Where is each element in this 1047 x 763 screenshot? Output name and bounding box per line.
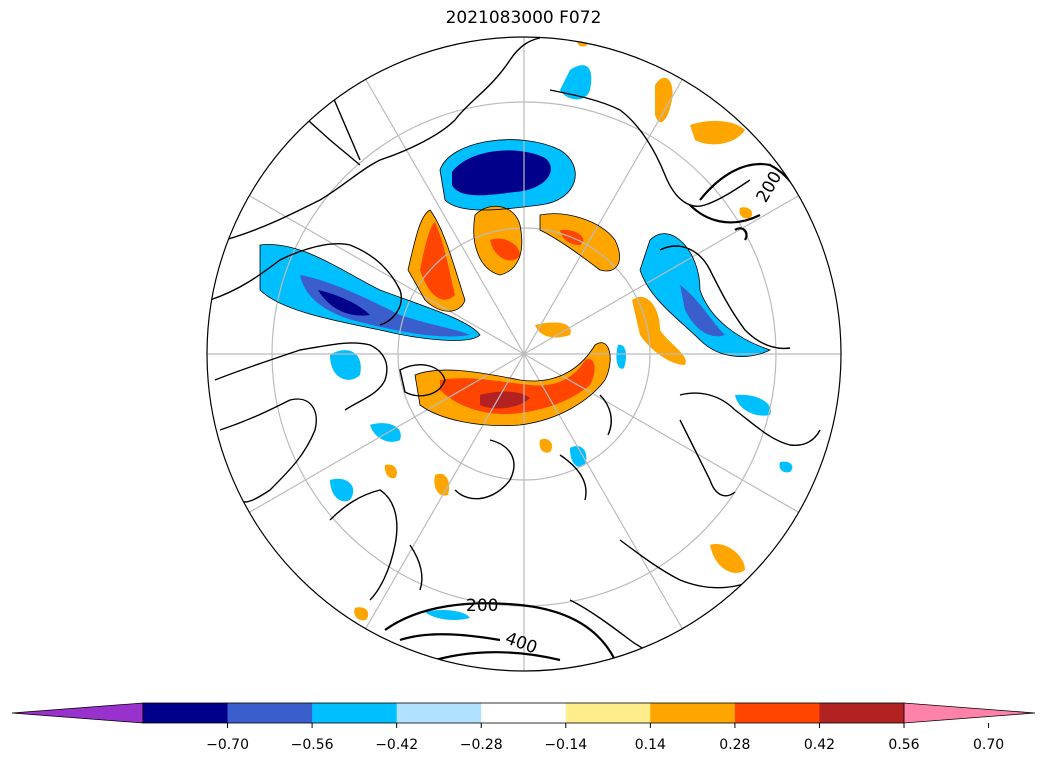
positive-anomaly-region xyxy=(490,238,520,261)
colorbar-frame xyxy=(142,702,905,724)
anomaly-outline xyxy=(639,233,772,357)
colorbar-tick-label: 0.70 xyxy=(973,737,1004,753)
colorbar-extend-high xyxy=(903,702,1036,724)
coastline xyxy=(329,489,398,601)
colorbar-segment xyxy=(312,703,398,723)
anomaly-fills xyxy=(260,39,793,621)
coastline xyxy=(209,243,402,326)
negative-anomaly-region xyxy=(300,275,470,337)
negative-anomaly-region xyxy=(570,445,587,467)
colorbar-segment xyxy=(650,703,736,723)
colorbar-segment xyxy=(734,703,820,723)
colorbar-tick-label: −0.14 xyxy=(544,737,587,753)
meridian xyxy=(361,72,687,636)
coastline xyxy=(599,394,612,436)
positive-anomaly-region xyxy=(739,207,753,219)
positive-anomaly-region xyxy=(420,222,455,300)
positive-anomaly-region xyxy=(440,359,595,415)
coastline xyxy=(399,364,446,397)
positive-anomaly-region xyxy=(632,296,686,365)
negative-anomaly-region xyxy=(779,461,793,473)
coastline xyxy=(549,89,751,207)
positive-anomaly-region xyxy=(655,77,673,123)
coastline xyxy=(329,89,361,161)
colorbar-tick-label: −0.56 xyxy=(291,737,334,753)
positive-anomaly-region xyxy=(384,464,397,479)
coastline xyxy=(679,419,736,497)
contour-line xyxy=(399,633,501,642)
contour-line xyxy=(734,227,748,241)
colorbar-segment xyxy=(481,703,567,723)
colorbar-tick-label: −0.42 xyxy=(375,737,418,753)
colorbar-extend-low xyxy=(11,702,144,724)
coastline xyxy=(679,392,821,447)
colorbar-segment xyxy=(565,703,651,723)
positive-anomaly-region xyxy=(710,544,745,573)
positive-anomaly-region xyxy=(539,438,553,453)
colorbar-segment xyxy=(143,703,229,723)
negative-anomaly-region xyxy=(616,344,626,369)
colorbar-tick-label: 0.56 xyxy=(888,737,919,753)
positive-anomaly-region xyxy=(480,391,530,409)
colorbar-segment xyxy=(396,703,482,723)
anomaly-outline xyxy=(473,206,523,276)
negative-anomaly-region xyxy=(330,478,354,502)
colorbar-tick-label: 0.14 xyxy=(635,737,666,753)
colorbar-tick-label: 0.28 xyxy=(719,737,750,753)
anomaly-outline xyxy=(407,209,466,312)
positive-anomaly-region xyxy=(354,607,369,621)
contour-line xyxy=(384,602,616,661)
negative-anomaly-region xyxy=(370,423,401,442)
positive-anomaly-region xyxy=(535,322,571,338)
coastline xyxy=(454,439,515,500)
anomaly-outlines xyxy=(259,139,772,426)
coastline xyxy=(224,37,541,241)
negative-anomaly-region xyxy=(640,233,770,357)
colorbar-tick-label: −0.28 xyxy=(460,737,503,753)
colorbar-tick-label: −0.70 xyxy=(206,737,249,753)
anomaly-outline xyxy=(439,139,576,211)
chart-title: 2021083000 F072 xyxy=(445,8,602,28)
colorbar: −0.70 −0.56 −0.42 −0.28 −0.14 0.14 0.28 0.42 0.5… xyxy=(11,702,1036,753)
negative-anomaly-region xyxy=(452,150,551,196)
negative-anomaly-region xyxy=(318,290,370,316)
negative-anomaly-region xyxy=(425,610,470,620)
map-boundary xyxy=(206,36,842,672)
anomaly-outline xyxy=(259,244,481,341)
coastline xyxy=(409,544,423,591)
anomaly-outline xyxy=(539,213,620,272)
contour-label: 200 xyxy=(466,596,498,616)
coastline xyxy=(214,342,388,411)
negative-anomaly-region xyxy=(680,285,725,337)
contour-line xyxy=(689,204,761,224)
anomaly-outline xyxy=(414,342,611,426)
negative-anomaly-region xyxy=(560,65,592,100)
coastline xyxy=(219,398,317,503)
colorbar-segment xyxy=(227,703,313,723)
positive-anomaly-region xyxy=(690,120,745,145)
coastline xyxy=(559,454,587,501)
colorbar-tick-label: 0.42 xyxy=(804,737,835,753)
colorbar-segment xyxy=(819,703,905,723)
negative-anomaly-region xyxy=(735,394,771,416)
graticule xyxy=(207,37,841,671)
negative-anomaly-region xyxy=(260,244,480,341)
negative-anomaly-region xyxy=(330,350,361,380)
